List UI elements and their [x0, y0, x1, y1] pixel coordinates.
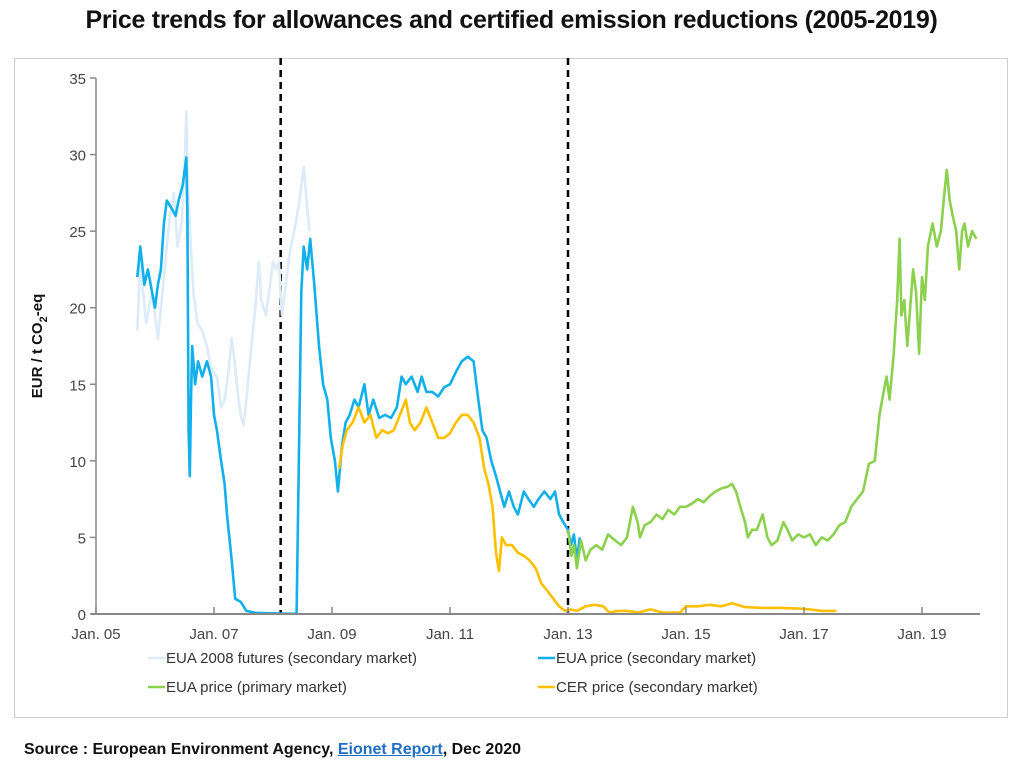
series-line-4 [337, 398, 837, 614]
y-tick-label: 30 [69, 148, 86, 165]
x-ticks: Jan. 05 Jan. 07 Jan. 09 Jan. 11 Jan. 13 Jan. … [71, 607, 947, 643]
x-tick-label: Jan. 13 [543, 626, 592, 643]
eionet-report-link[interactable]: Eionet Report [337, 741, 443, 758]
x-tick-label: Jan. 19 [897, 626, 946, 643]
source-note: Source : European Environment Agency, Ei… [24, 741, 521, 759]
series-line-1 [136, 110, 311, 427]
source-prefix: Source : European Environment Agency, [24, 741, 338, 758]
y-tick-label: 0 [78, 607, 86, 624]
series-layer [136, 110, 978, 615]
legend: EUA 2008 futures (secondary market) EUA p… [148, 650, 758, 696]
chart-title: Price trends for allowances and certifie… [85, 6, 938, 34]
x-tick-label: Jan. 11 [426, 626, 474, 643]
source-suffix: , Dec 2020 [442, 741, 522, 758]
chart-frame [14, 58, 1008, 718]
period-dividers [279, 58, 570, 614]
legend-label: EUA 2008 futures (secondary market) [166, 650, 417, 667]
x-tick-label: Jan. 09 [307, 626, 356, 643]
y-tick-label: 20 [69, 301, 86, 318]
y-tick-label: 5 [78, 530, 86, 547]
y-tick-label: 10 [69, 454, 86, 471]
axes [91, 78, 980, 615]
x-tick-label: Jan. 17 [779, 626, 828, 643]
legend-label: EUA price (secondary market) [556, 650, 756, 667]
x-tick-label: Jan. 07 [189, 626, 238, 643]
legend-label: CER price (secondary market) [556, 679, 758, 696]
y-ticks: 0 5 10 15 20 25 30 35 [69, 71, 96, 624]
legend-label: EUA price (primary market) [166, 679, 347, 696]
x-tick-label: Jan. 15 [661, 626, 710, 643]
x-tick-label: Jan. 05 [71, 626, 120, 643]
series-line-3 [566, 168, 978, 570]
y-tick-label: 35 [69, 71, 86, 88]
y-tick-label: 15 [69, 377, 86, 394]
y-axis-title: EUR / t CO2-eq [29, 294, 50, 398]
y-tick-label: 25 [69, 224, 86, 241]
